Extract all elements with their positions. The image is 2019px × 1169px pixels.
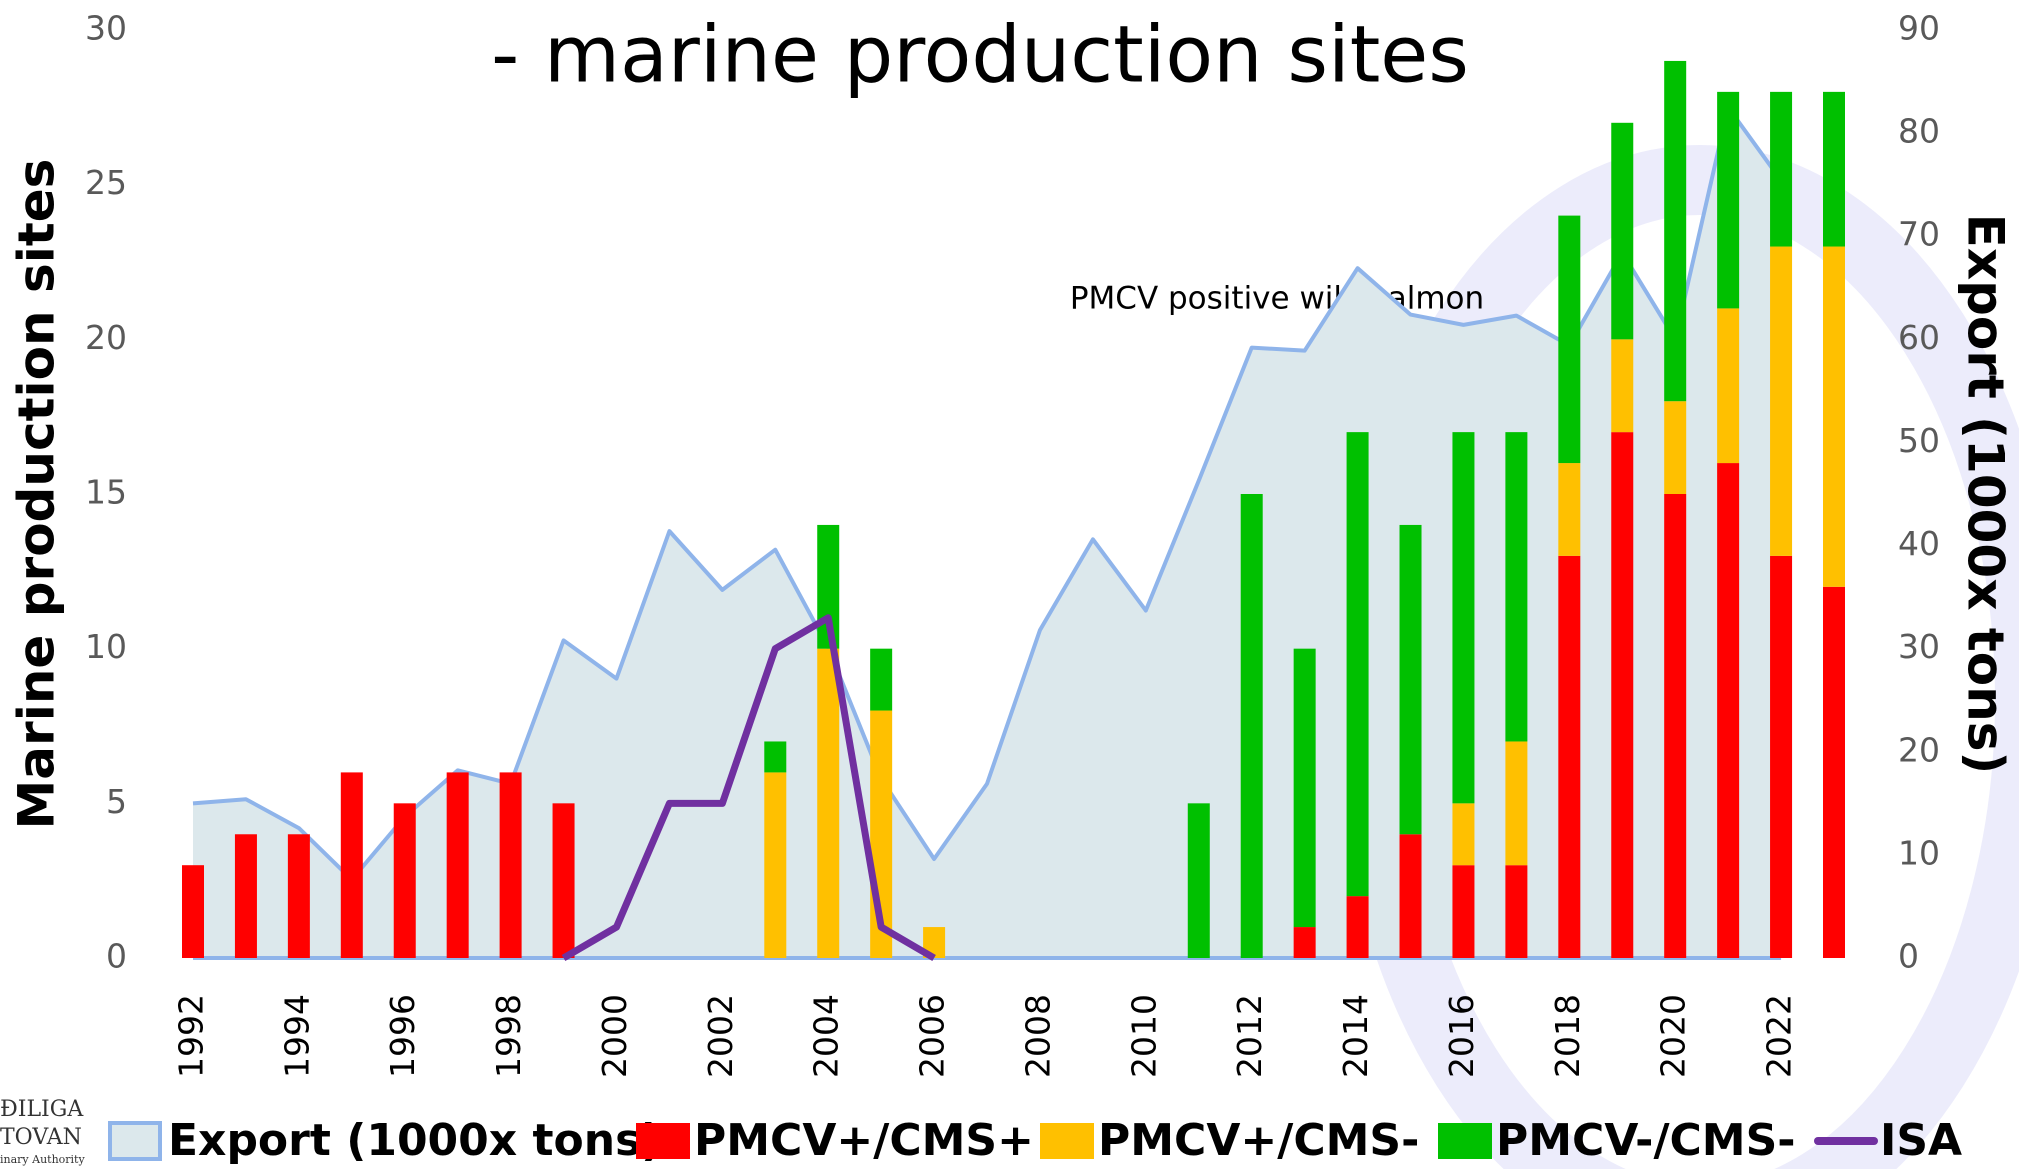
y-tick-label: 0 [106, 937, 127, 976]
x-tick-label: 2014 [1336, 994, 1375, 1078]
x-tick-label: 2020 [1654, 994, 1693, 1078]
y2-tick-label: 10 [1898, 833, 1940, 872]
bar [870, 648, 893, 711]
legend-swatch [636, 1123, 690, 1159]
bar [1823, 246, 1845, 587]
legend-label: PMCV+/CMS+ [694, 1115, 1034, 1166]
bar [764, 741, 787, 773]
x-tick-label: 1996 [383, 994, 422, 1078]
bar [1187, 803, 1210, 958]
y2-tick-label: 30 [1898, 627, 1940, 666]
bar [234, 834, 257, 958]
bar [1293, 648, 1316, 928]
x-tick-label: 1994 [277, 994, 316, 1078]
x-tick-label: 2008 [1018, 994, 1057, 1078]
bar [446, 772, 469, 958]
x-tick-label: 1992 [172, 994, 211, 1078]
bar [1717, 463, 1740, 958]
line [561, 614, 936, 962]
bar [499, 772, 522, 958]
y2-tick-label: 60 [1898, 318, 1940, 357]
bar [923, 927, 946, 958]
bar [1717, 91, 1740, 309]
legend-label: PMCV+/CMS- [1098, 1115, 1419, 1166]
logo: ĐILIGA TOVAN inary Authority [0, 1097, 85, 1166]
bar [182, 865, 204, 958]
bar [1664, 494, 1687, 958]
legend-label: Export (1000x tons) [168, 1115, 661, 1166]
bar [1823, 586, 1845, 958]
bar [1558, 463, 1581, 556]
y-tick-label: 30 [85, 9, 127, 48]
chart-title: - marine production sites [491, 10, 1469, 100]
logo-text: TOVAN [0, 1125, 82, 1150]
y-tick-label: 20 [85, 318, 127, 357]
y-tick-label: 25 [85, 163, 127, 202]
x-tick-label: 2012 [1230, 994, 1269, 1078]
x-tick-label: 1998 [489, 994, 528, 1078]
y2-tick-label: 0 [1898, 937, 1919, 976]
x-tick-label: 2010 [1124, 994, 1163, 1078]
bar [1452, 865, 1475, 958]
bar [1240, 494, 1263, 958]
logo-text: ĐILIGA [0, 1097, 84, 1122]
x-tick-label: 2002 [701, 994, 740, 1078]
bar [287, 834, 310, 958]
bar [1611, 432, 1634, 959]
bar [1346, 432, 1369, 897]
bar [1505, 865, 1528, 958]
bar [1770, 555, 1793, 958]
y2-tick-label: 40 [1898, 524, 1940, 563]
x-tick-label: 2016 [1442, 994, 1481, 1078]
y2-tick-label: 70 [1898, 215, 1940, 254]
bar [1823, 91, 1845, 247]
bar [1664, 60, 1687, 402]
legend-label: PMCV-/CMS- [1496, 1115, 1796, 1166]
bar [764, 772, 787, 958]
y2-axis-title: Export (1000x tons) [1957, 214, 2015, 775]
bar [1399, 834, 1422, 958]
legend-swatch [1040, 1123, 1094, 1159]
area-fill [193, 107, 1782, 959]
y2-tick-label: 50 [1898, 421, 1940, 460]
bar [1770, 246, 1793, 556]
bar [1293, 927, 1316, 958]
x-tick-label: 2018 [1548, 994, 1587, 1078]
legend-label: ISA [1880, 1115, 1962, 1166]
bar [1770, 91, 1793, 247]
y-tick-label: 15 [85, 473, 127, 512]
bar [1452, 803, 1475, 866]
bar [1717, 308, 1740, 464]
legend-swatch [108, 1121, 162, 1161]
y-tick-label: 10 [85, 627, 127, 666]
x-tick-label: 2022 [1760, 994, 1799, 1078]
bar [1505, 432, 1528, 742]
x-tick-label: 2004 [807, 994, 846, 1078]
y-tick-label: 5 [106, 782, 127, 821]
bar [1505, 741, 1528, 866]
y-axis-title: Marine production sites [8, 159, 66, 830]
bar [1558, 555, 1581, 958]
annotation: PMCV positive wild salmon [1070, 281, 1484, 317]
y2-tick-label: 20 [1898, 730, 1940, 769]
x-tick-label: 2006 [913, 994, 952, 1078]
bar [817, 648, 840, 958]
y2-tick-label: 90 [1898, 9, 1940, 48]
bar [552, 803, 575, 958]
x-tick-label: 2000 [595, 994, 634, 1078]
logo-text: inary Authority [0, 1153, 85, 1166]
bar [1346, 896, 1369, 958]
bar [1452, 432, 1475, 804]
legend-swatch [1438, 1123, 1492, 1159]
y2-tick-label: 80 [1898, 112, 1940, 151]
bar [1558, 215, 1581, 464]
bar [393, 803, 416, 958]
bar [1399, 524, 1422, 835]
bar [1664, 401, 1687, 494]
bar [1611, 339, 1634, 433]
bar [340, 772, 363, 958]
bar [1611, 122, 1634, 340]
